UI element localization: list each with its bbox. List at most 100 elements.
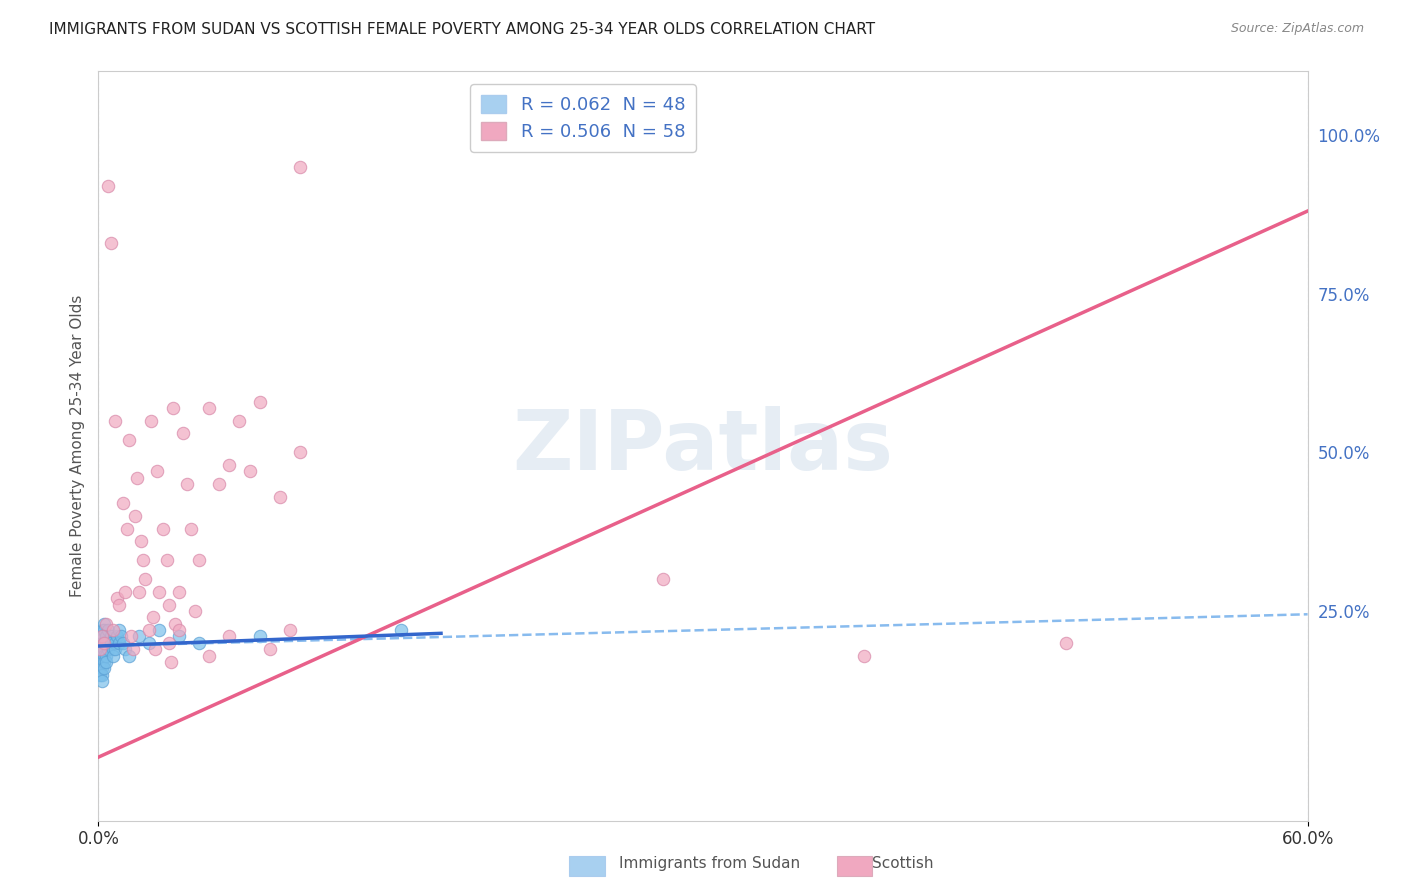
Point [107, 636, 129, 650]
Point [167, 585, 190, 599]
Point [91, 642, 114, 657]
Point [89, 642, 111, 657]
Point [148, 623, 170, 637]
Point [93, 636, 115, 650]
Text: Scottish: Scottish [872, 856, 934, 871]
Point [249, 630, 271, 644]
Point [91, 636, 114, 650]
Point [105, 591, 128, 606]
Point [167, 630, 190, 644]
Point [162, 401, 184, 415]
Point [101, 648, 124, 663]
Point [128, 630, 150, 644]
Point [288, 160, 311, 174]
Legend: R = 0.062  N = 48, R = 0.506  N = 58: R = 0.062 N = 48, R = 0.506 N = 58 [470, 84, 696, 152]
Point [93, 623, 115, 637]
Point [228, 414, 250, 428]
Point [288, 445, 311, 459]
Point [134, 572, 156, 586]
Point [111, 496, 134, 510]
Point [129, 534, 152, 549]
Point [93, 648, 115, 663]
Point [101, 623, 124, 637]
Point [180, 522, 202, 536]
Point [118, 433, 141, 447]
Point [91, 667, 114, 681]
Point [269, 490, 291, 504]
Point [100, 630, 122, 644]
Point [91, 630, 114, 644]
Point [111, 636, 134, 650]
Point [198, 648, 221, 663]
Point [138, 636, 160, 650]
Point [89, 667, 111, 681]
Point [172, 426, 194, 441]
Point [103, 642, 125, 657]
Point [124, 508, 146, 523]
Point [218, 458, 240, 472]
Point [97, 636, 120, 650]
Point [96, 636, 118, 650]
Point [115, 522, 138, 536]
Point [120, 630, 142, 644]
Point [93, 661, 115, 675]
Point [146, 464, 169, 478]
Point [96, 616, 118, 631]
Text: IMMIGRANTS FROM SUDAN VS SCOTTISH FEMALE POVERTY AMONG 25-34 YEAR OLDS CORRELATI: IMMIGRANTS FROM SUDAN VS SCOTTISH FEMALE… [49, 22, 876, 37]
Point [188, 553, 211, 567]
Point [132, 553, 155, 567]
Point [93, 636, 115, 650]
Point [249, 394, 271, 409]
Point [198, 401, 221, 415]
Point [278, 623, 301, 637]
Point [142, 610, 165, 624]
Point [1054, 636, 1077, 650]
Text: Immigrants from Sudan: Immigrants from Sudan [619, 856, 800, 871]
Point [125, 471, 148, 485]
Point [157, 636, 180, 650]
Point [651, 572, 673, 586]
Point [105, 630, 128, 644]
Point [97, 642, 120, 657]
Point [259, 642, 281, 657]
Point [114, 642, 136, 657]
Point [97, 623, 120, 637]
Point [91, 673, 114, 688]
Point [101, 642, 124, 657]
Point [128, 585, 150, 599]
Point [160, 655, 183, 669]
Point [121, 642, 143, 657]
Point [208, 477, 231, 491]
Text: Source: ZipAtlas.com: Source: ZipAtlas.com [1230, 22, 1364, 36]
Point [139, 414, 162, 428]
Point [853, 648, 876, 663]
Point [107, 598, 129, 612]
Point [148, 585, 170, 599]
Point [103, 414, 125, 428]
Point [91, 630, 114, 644]
Point [114, 585, 136, 599]
Point [167, 623, 190, 637]
Point [157, 598, 180, 612]
Point [176, 477, 198, 491]
Point [96, 655, 118, 669]
Point [100, 235, 122, 250]
Point [156, 553, 179, 567]
Point [188, 636, 211, 650]
Point [239, 464, 262, 478]
Point [143, 642, 166, 657]
Point [184, 604, 207, 618]
Text: ZIPatlas: ZIPatlas [513, 406, 893, 486]
Point [91, 655, 114, 669]
Point [138, 623, 160, 637]
Point [89, 655, 111, 669]
Point [152, 522, 174, 536]
Point [389, 623, 412, 637]
Point [118, 648, 141, 663]
Y-axis label: Female Poverty Among 25-34 Year Olds: Female Poverty Among 25-34 Year Olds [69, 295, 84, 597]
Point [93, 642, 115, 657]
Point [103, 636, 125, 650]
Point [89, 642, 111, 657]
Point [96, 630, 118, 644]
Point [93, 616, 115, 631]
